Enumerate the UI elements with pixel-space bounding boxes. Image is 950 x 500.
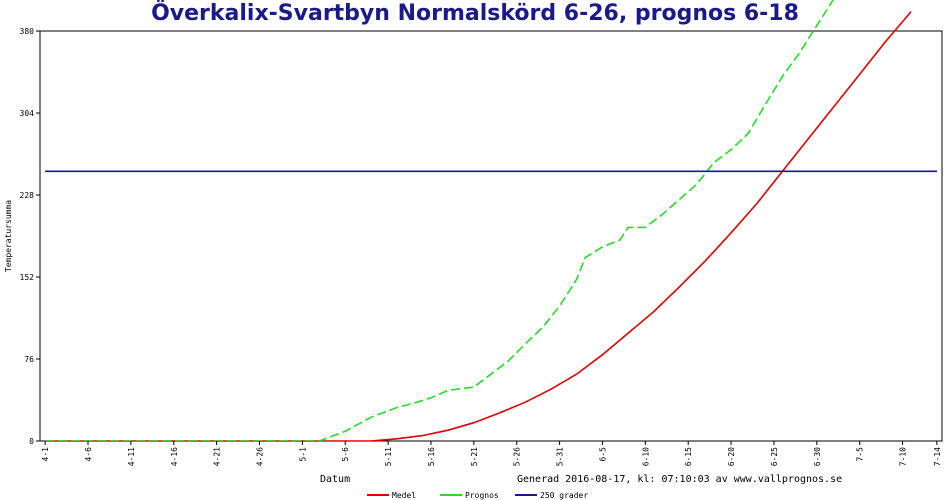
y-tick-label: 304	[20, 109, 35, 118]
x-tick-label: 5-26	[513, 447, 522, 466]
series-line-medel	[45, 11, 912, 441]
x-tick-label: 6-10	[641, 447, 650, 466]
x-tick-label: 5-6	[341, 447, 350, 462]
x-tick-label: 4-26	[255, 447, 264, 466]
y-axis-label: Temperatursumma	[4, 200, 13, 272]
legend-item-prognos: Prognos	[440, 491, 499, 500]
x-tick-label: 4-6	[84, 447, 93, 462]
x-tick-label: 6-25	[770, 447, 779, 466]
x-tick-label: 5-11	[384, 447, 393, 466]
x-tick-label: 4-16	[170, 447, 179, 466]
series-line-prognos	[45, 0, 835, 441]
x-tick-label: 4-11	[127, 447, 136, 466]
x-tick-label: 6-30	[813, 447, 822, 466]
chart-title: Överkalix-Svartbyn Normalskörd 6-26, pro…	[151, 1, 799, 26]
x-tick-label: 7-10	[899, 447, 908, 466]
x-tick-label: 4-21	[213, 447, 222, 466]
x-tick-label: 4-1	[41, 447, 50, 462]
x-axis-label: Datum	[320, 474, 350, 485]
plot-area	[39, 30, 943, 442]
x-tick-label: 7-5	[856, 447, 865, 462]
x-tick-label: 6-20	[727, 447, 736, 466]
legend-label: Medel	[392, 491, 416, 500]
x-tick-label: 5-16	[427, 447, 436, 466]
x-tick-label: 6-5	[598, 447, 607, 462]
x-tick-label: 5-21	[470, 447, 479, 466]
x-tick-label: 7-14	[933, 447, 942, 466]
y-tick-label: 0	[29, 437, 34, 446]
legend-item-250-grader: 250 grader	[515, 491, 588, 500]
x-tick-label: 6-15	[684, 447, 693, 466]
x-tick-label: 5-31	[556, 447, 565, 466]
legend-item-medel: Medel	[367, 491, 416, 500]
y-tick-label: 228	[20, 191, 35, 200]
legend-label: Prognos	[465, 491, 499, 500]
y-tick-label: 380	[20, 27, 35, 36]
generated-info-text: Generad 2016-08-17, kl: 07:10:03 av www.…	[517, 474, 842, 485]
x-tick-label: 5-1	[298, 447, 307, 462]
legend-label: 250 grader	[540, 491, 588, 500]
y-tick-label: 76	[24, 355, 34, 364]
y-tick-label: 152	[20, 273, 35, 282]
